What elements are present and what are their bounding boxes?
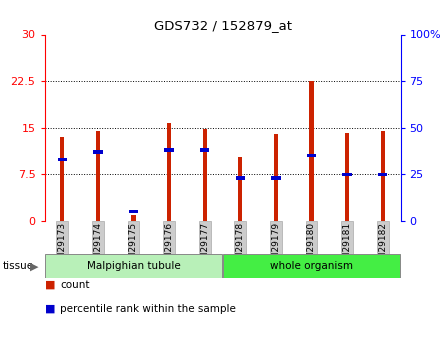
Text: tissue: tissue xyxy=(2,262,33,271)
Bar xyxy=(164,148,174,152)
Text: GDS732 / 152879_at: GDS732 / 152879_at xyxy=(154,19,291,32)
Text: Malpighian tubule: Malpighian tubule xyxy=(87,261,180,271)
Bar xyxy=(45,254,222,278)
Text: percentile rank within the sample: percentile rank within the sample xyxy=(60,304,236,314)
Bar xyxy=(378,172,388,176)
Text: ■: ■ xyxy=(44,280,55,289)
Bar xyxy=(202,129,207,221)
Bar xyxy=(235,176,245,180)
Bar xyxy=(93,150,103,154)
Text: whole organism: whole organism xyxy=(270,261,353,271)
Bar xyxy=(271,176,281,180)
Bar xyxy=(96,131,100,221)
Bar xyxy=(200,148,210,152)
Bar xyxy=(342,172,352,176)
Bar xyxy=(57,158,67,161)
Text: count: count xyxy=(60,280,89,289)
Bar xyxy=(309,81,314,221)
Bar xyxy=(60,137,65,221)
Text: ▶: ▶ xyxy=(30,262,39,271)
Bar xyxy=(380,131,385,221)
Text: ■: ■ xyxy=(44,304,55,314)
Bar xyxy=(129,210,138,213)
Bar xyxy=(238,157,243,221)
Bar xyxy=(131,215,136,221)
Bar xyxy=(274,134,278,221)
Bar xyxy=(223,254,400,278)
Bar xyxy=(167,123,171,221)
Bar xyxy=(345,132,349,221)
Bar xyxy=(307,154,316,157)
